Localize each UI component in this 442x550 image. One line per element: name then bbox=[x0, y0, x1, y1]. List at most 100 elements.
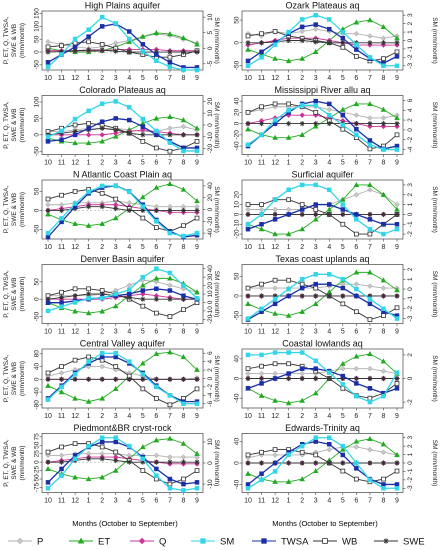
right-tick-label: 20 bbox=[207, 97, 214, 105]
data-point bbox=[99, 354, 105, 360]
data-point bbox=[354, 42, 359, 47]
data-point bbox=[312, 216, 319, 222]
x-tick-label: 7 bbox=[368, 160, 372, 167]
data-point bbox=[58, 459, 65, 465]
data-point bbox=[126, 207, 132, 214]
data-point bbox=[126, 130, 132, 136]
data-point bbox=[394, 381, 400, 386]
left-tick-label: 40 bbox=[34, 363, 41, 371]
data-point bbox=[140, 139, 146, 144]
data-point bbox=[313, 358, 318, 364]
series-line bbox=[247, 104, 397, 151]
right-tick-label: 40 bbox=[207, 182, 214, 190]
data-point bbox=[327, 101, 332, 107]
series-line bbox=[47, 16, 197, 71]
data-point bbox=[259, 352, 264, 358]
data-point bbox=[72, 372, 78, 377]
data-point bbox=[153, 184, 160, 190]
legend-marker bbox=[138, 537, 146, 545]
data-point bbox=[272, 29, 278, 34]
series-line bbox=[247, 437, 397, 489]
data-point bbox=[113, 439, 118, 445]
right-tick-label: 30 bbox=[207, 273, 214, 281]
left-tick-label: 0 bbox=[34, 377, 41, 381]
data-point bbox=[381, 306, 386, 312]
data-point bbox=[167, 476, 173, 482]
data-point bbox=[45, 376, 51, 382]
data-point bbox=[154, 52, 159, 57]
series-line bbox=[247, 19, 398, 62]
right-tick-label: 1 bbox=[407, 30, 414, 34]
data-point bbox=[394, 386, 400, 391]
data-point bbox=[140, 124, 146, 129]
data-point bbox=[272, 460, 278, 466]
series-line bbox=[247, 440, 397, 486]
data-point bbox=[180, 354, 187, 360]
left-tick-label: -40 bbox=[34, 387, 41, 397]
data-point bbox=[45, 486, 51, 491]
data-point bbox=[299, 37, 305, 44]
data-point bbox=[194, 366, 200, 372]
data-point bbox=[72, 395, 78, 401]
data-point bbox=[313, 110, 319, 115]
series-line bbox=[47, 185, 198, 237]
left-tick-label: 50 bbox=[34, 35, 41, 43]
data-point bbox=[194, 148, 200, 154]
data-point bbox=[286, 29, 291, 35]
data-point bbox=[326, 120, 332, 127]
y-axis-label-left: SWE & WB bbox=[11, 446, 18, 479]
data-point bbox=[367, 317, 373, 322]
data-point bbox=[340, 126, 346, 132]
panel-title: Mississippi River allu aq bbox=[274, 85, 370, 95]
left-tick-label: 40 bbox=[234, 97, 241, 105]
data-point bbox=[259, 49, 264, 55]
data-point bbox=[59, 300, 64, 305]
data-point bbox=[380, 285, 387, 291]
data-point bbox=[258, 285, 265, 291]
data-point bbox=[59, 384, 64, 390]
right-tick-label: -20 bbox=[207, 144, 214, 154]
x-tick-label: 8 bbox=[182, 75, 186, 82]
data-point bbox=[140, 303, 146, 309]
data-point bbox=[72, 201, 78, 206]
data-point bbox=[127, 189, 132, 195]
data-point bbox=[112, 133, 119, 139]
data-point bbox=[59, 444, 64, 450]
data-point bbox=[245, 452, 251, 458]
data-point bbox=[45, 230, 51, 236]
data-point bbox=[245, 470, 251, 476]
data-point bbox=[367, 142, 373, 147]
data-point bbox=[286, 37, 292, 44]
data-point bbox=[86, 443, 91, 449]
x-tick-label: 12 bbox=[271, 75, 279, 82]
data-point bbox=[154, 266, 159, 271]
y-axis-label-right: SM (mm/month) bbox=[431, 186, 438, 233]
data-point bbox=[285, 400, 292, 406]
right-tick-label: 0 bbox=[407, 287, 414, 291]
data-point bbox=[286, 375, 292, 382]
x-tick-label: 5 bbox=[341, 498, 345, 505]
data-point bbox=[313, 293, 319, 299]
x-tick-label: 11 bbox=[258, 160, 265, 167]
data-point bbox=[259, 306, 264, 312]
data-point bbox=[180, 459, 187, 465]
panel-title: Coastal lowlands aq bbox=[282, 339, 363, 349]
data-point bbox=[299, 103, 305, 108]
data-point bbox=[394, 316, 400, 321]
data-point bbox=[154, 466, 159, 472]
data-point bbox=[272, 211, 278, 218]
data-point bbox=[99, 474, 105, 480]
data-point bbox=[245, 202, 251, 207]
data-point bbox=[340, 460, 346, 466]
data-point bbox=[58, 130, 65, 136]
data-point bbox=[340, 301, 346, 307]
data-point bbox=[153, 275, 160, 281]
series-line bbox=[47, 437, 198, 492]
right-tick-label: -1 bbox=[407, 296, 414, 302]
data-point bbox=[99, 363, 105, 370]
data-point bbox=[272, 197, 278, 202]
data-point bbox=[340, 373, 346, 379]
data-point bbox=[59, 52, 64, 57]
data-point bbox=[340, 365, 346, 372]
data-point bbox=[340, 375, 346, 382]
